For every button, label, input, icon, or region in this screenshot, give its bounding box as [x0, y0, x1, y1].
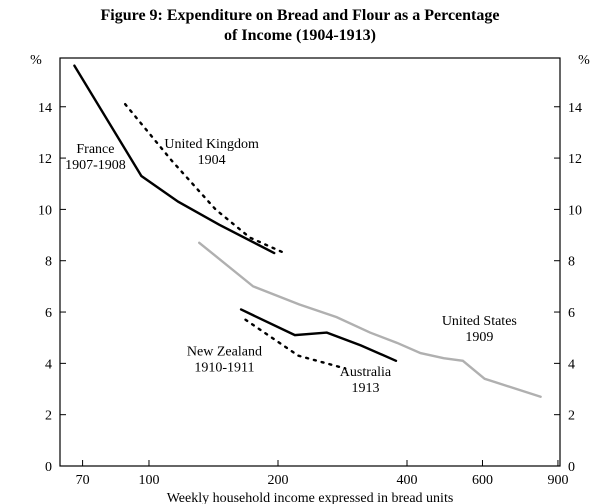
xtick: 100	[138, 473, 159, 488]
series-label-year: 1907-1908	[65, 158, 126, 173]
y-unit-left: %	[30, 53, 42, 68]
ytick-right: 4	[568, 357, 575, 372]
xtick: 200	[267, 473, 288, 488]
series-australia	[241, 309, 396, 360]
ytick-right: 14	[568, 101, 582, 116]
xtick: 600	[472, 473, 493, 488]
series-label-year: 1910-1911	[194, 361, 254, 376]
ytick-right: 2	[568, 409, 575, 424]
series-united-kingdom	[125, 104, 284, 253]
ytick-left: 10	[38, 203, 52, 218]
series-label: Australia	[340, 365, 392, 380]
ytick-right: 10	[568, 203, 582, 218]
xtick: 70	[76, 473, 90, 488]
x-axis-label: Weekly household income expressed in bre…	[167, 491, 454, 504]
chart-container: Figure 9: Expenditure on Bread and Flour…	[0, 0, 600, 504]
series-label: New Zealand	[187, 345, 262, 360]
ytick-left: 2	[45, 409, 52, 424]
ytick-left: 0	[45, 460, 52, 475]
ytick-left: 4	[45, 357, 52, 372]
ytick-left: 12	[38, 152, 52, 167]
series-label-year: 1909	[465, 330, 493, 345]
xtick: 400	[397, 473, 418, 488]
plot-box	[60, 58, 560, 466]
ytick-left: 8	[45, 255, 52, 270]
series-label: United States	[442, 314, 517, 329]
xtick: 900	[547, 473, 568, 488]
ytick-right: 0	[568, 460, 575, 475]
ytick-left: 6	[45, 306, 52, 321]
ytick-right: 6	[568, 306, 575, 321]
ytick-right: 8	[568, 255, 575, 270]
series-label-year: 1913	[351, 381, 379, 396]
series-label-year: 1904	[198, 153, 226, 168]
series-label: United Kingdom	[164, 137, 259, 152]
series-label: France	[76, 142, 114, 157]
y-unit-right: %	[578, 53, 590, 68]
ytick-left: 14	[38, 101, 52, 116]
ytick-right: 12	[568, 152, 582, 167]
chart-svg: 0 0 2 2 4 4 6 6 8 8 10 10 12 12 14 14 70 100 200 400 600 900%…	[0, 0, 600, 504]
